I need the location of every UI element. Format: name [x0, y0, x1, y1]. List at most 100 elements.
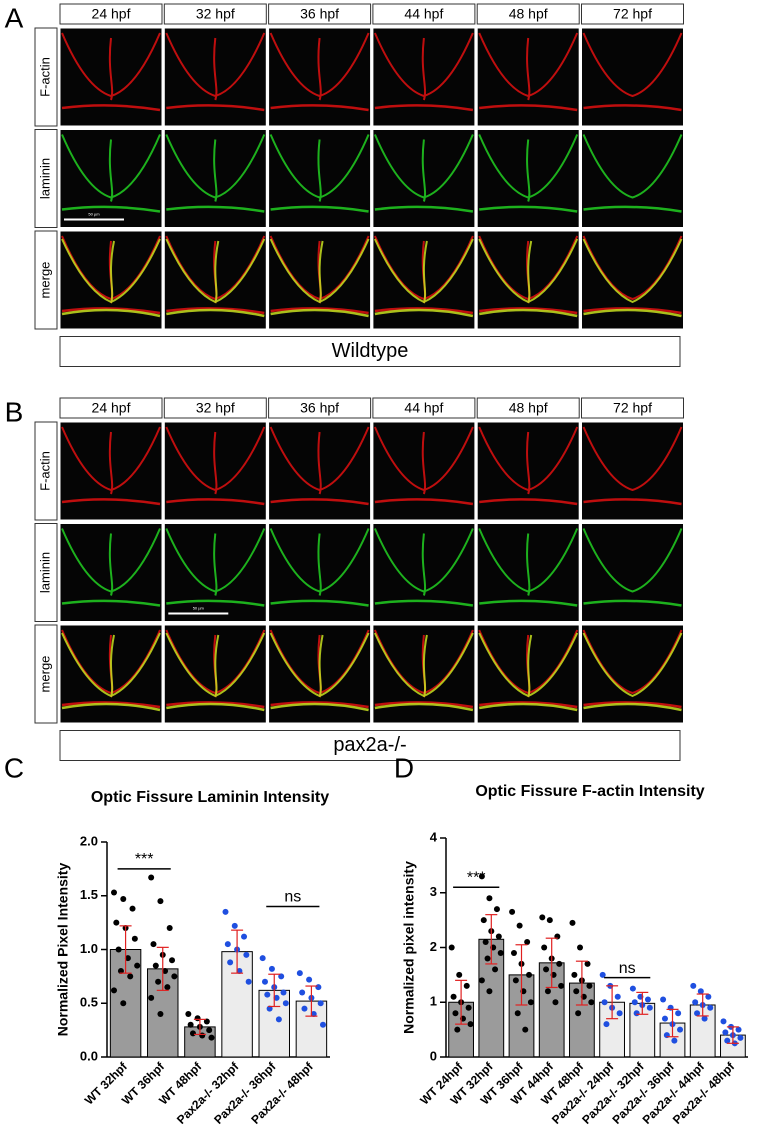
data-point	[707, 1004, 714, 1011]
y-tick-label: 1.0	[80, 941, 98, 956]
panel-letter: B	[5, 396, 24, 427]
tissue-signal	[479, 599, 578, 607]
tissue-signal	[165, 528, 266, 596]
data-point	[452, 1010, 459, 1017]
data-point	[467, 1021, 474, 1028]
data-point	[150, 941, 157, 948]
header-box	[163, 3, 267, 25]
data-point	[478, 873, 485, 880]
tissue-signal	[165, 32, 266, 101]
data-point	[448, 944, 455, 951]
data-point	[454, 1026, 461, 1033]
tissue-signal	[582, 32, 683, 98]
data-point	[315, 984, 322, 991]
data-point	[296, 970, 303, 977]
data-point	[208, 1034, 215, 1041]
row-label: merge	[37, 656, 52, 693]
header-box	[581, 397, 684, 419]
data-point	[524, 939, 531, 946]
timepoint-label: 48 hpf	[509, 6, 548, 22]
tissue-signal	[478, 308, 578, 318]
tissue-signal	[374, 701, 474, 709]
data-point	[510, 949, 517, 956]
data-point	[646, 1004, 653, 1011]
data-point	[603, 1021, 610, 1028]
micrograph	[581, 523, 684, 622]
data-point	[484, 955, 491, 962]
timepoint-label: 72 hpf	[613, 400, 652, 416]
data-point	[319, 1021, 326, 1028]
tissue-signal	[270, 205, 369, 213]
data-point	[224, 941, 231, 948]
data-point	[299, 989, 306, 996]
tissue-signal	[373, 32, 474, 101]
tissue-signal	[270, 308, 369, 318]
tissue-signal	[479, 104, 578, 112]
data-point	[516, 922, 523, 929]
tissue-signal	[582, 426, 683, 492]
tissue-signal	[373, 632, 474, 698]
data-point	[724, 1037, 731, 1044]
data-point	[675, 1010, 682, 1017]
header-box	[476, 3, 580, 25]
timepoint-label: 32 hpf	[196, 6, 235, 22]
tissue-signal	[582, 528, 683, 593]
data-point	[697, 988, 704, 995]
chart-title: Optic Fissure F-actin Intensity	[475, 783, 704, 800]
data-point	[522, 1026, 529, 1033]
data-point	[268, 965, 275, 972]
data-point	[527, 999, 534, 1006]
tissue-signal	[583, 205, 682, 213]
timepoint-label: 24 hpf	[92, 6, 131, 22]
data-point	[236, 968, 243, 974]
header-box	[59, 3, 163, 25]
data-point	[571, 971, 578, 978]
tissue-signal	[270, 498, 369, 506]
data-point	[171, 973, 178, 980]
header-box	[476, 397, 580, 419]
tissue-signal	[374, 307, 474, 315]
data-point	[275, 1016, 282, 1023]
data-point	[616, 1010, 623, 1017]
data-point	[512, 977, 519, 984]
tissue-signal	[166, 205, 265, 213]
data-point	[677, 1026, 684, 1033]
tissue-signal	[166, 498, 265, 506]
significance-label: ns	[619, 960, 636, 977]
data-point	[157, 1011, 164, 1017]
data-point	[124, 955, 131, 962]
row-label-box	[34, 129, 58, 228]
tissue-signal	[165, 632, 266, 698]
tissue-signal	[269, 134, 370, 202]
row-label: F-actin	[37, 451, 52, 491]
y-tick-label: 2	[430, 939, 437, 954]
data-point	[575, 1010, 582, 1017]
data-point	[111, 889, 118, 896]
data-point	[463, 982, 470, 989]
header-box	[268, 3, 372, 25]
tissue-signal	[61, 308, 161, 318]
significance-label: ns	[284, 889, 301, 906]
image-panel: A 24 hpf 32 hpf 36 hpf 44 hpf 48 hpf 72 hpf F-a…	[5, 2, 684, 367]
tissue-signal	[165, 134, 266, 202]
y-axis-label: Normalized pixel intensity	[401, 861, 417, 1034]
data-point	[157, 898, 164, 905]
tissue-signal	[479, 498, 578, 506]
tissue-signal	[269, 632, 370, 698]
timepoint-label: 44 hpf	[404, 6, 443, 22]
data-point	[543, 966, 550, 973]
timepoint-label: 44 hpf	[404, 400, 443, 416]
header-box	[268, 397, 372, 419]
data-point	[111, 987, 118, 994]
tissue-signal	[165, 426, 266, 495]
tissue-signal	[270, 104, 369, 112]
timepoint-label: 72 hpf	[613, 6, 652, 22]
caption-box	[59, 336, 681, 367]
micrograph	[581, 27, 684, 127]
tissue-signal	[583, 702, 682, 712]
data-point	[134, 962, 141, 969]
data-point	[720, 1018, 727, 1025]
data-point	[514, 1010, 521, 1017]
row-label-box	[34, 421, 58, 521]
y-tick-label: 1.5	[80, 887, 98, 902]
